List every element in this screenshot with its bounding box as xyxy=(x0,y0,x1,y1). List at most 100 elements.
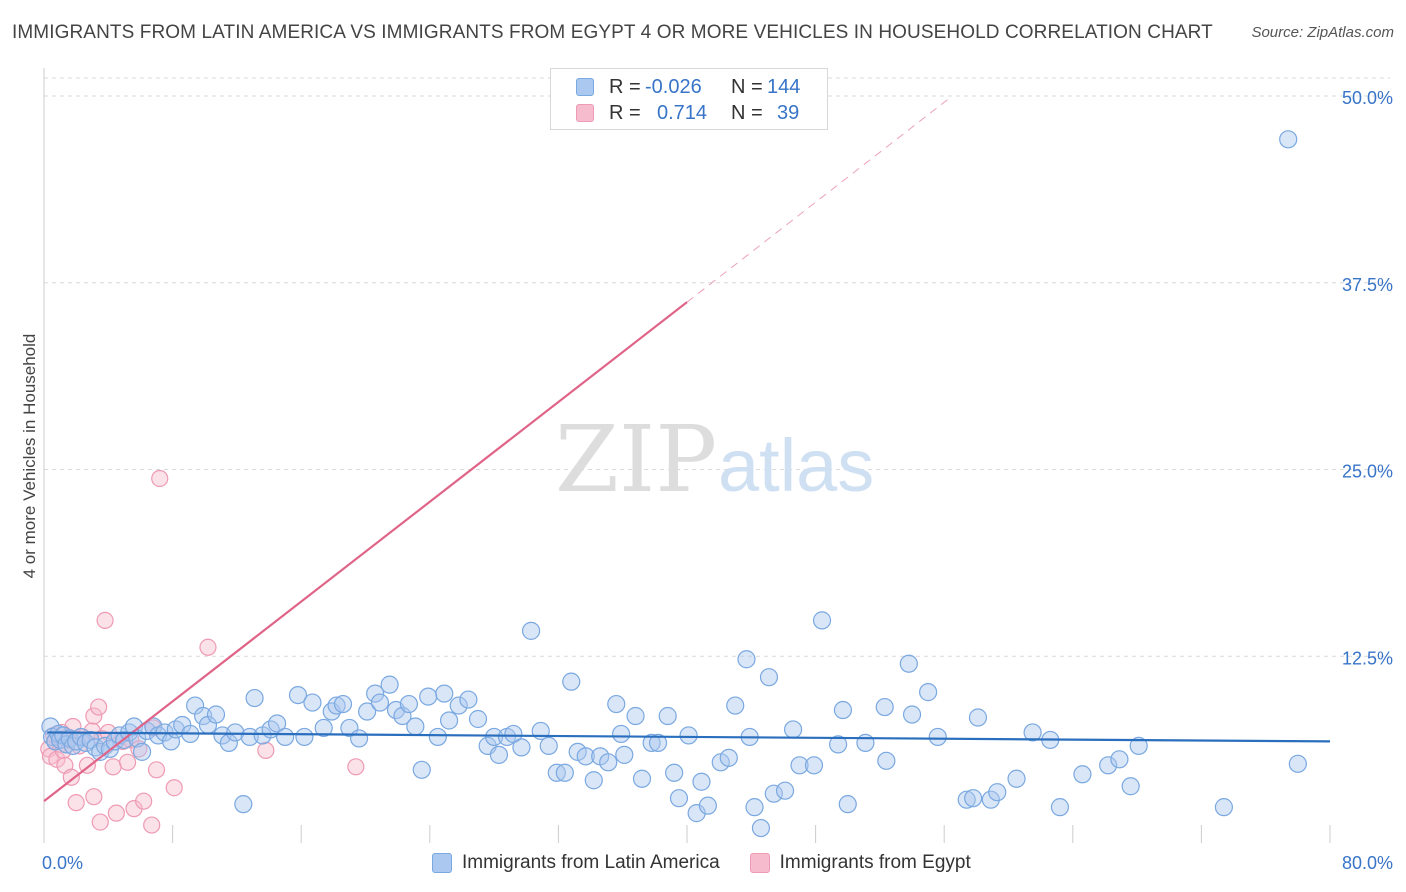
latin-america-point xyxy=(1110,750,1129,769)
y-tick-label: 50.0% xyxy=(1342,88,1393,108)
egypt-point xyxy=(143,816,161,834)
latin-america-point xyxy=(144,717,163,736)
latin-america-point xyxy=(327,696,346,715)
latin-america-point xyxy=(349,729,369,748)
watermark-atlas: atlas xyxy=(718,424,874,507)
latin-america-point xyxy=(1214,798,1234,817)
r-label: R = xyxy=(609,101,641,124)
latin-america-point xyxy=(1288,754,1307,773)
tick-labels: 12.5% 25.0% 37.5% 50.0% 0.0% 80.0% xyxy=(42,88,1393,873)
x-tick-label: 80.0% xyxy=(1342,853,1393,873)
legend-label: Immigrants from Latin America xyxy=(462,852,720,873)
pink-swatch-icon xyxy=(576,104,594,122)
latin-america-point xyxy=(419,687,438,706)
latin-america-point xyxy=(692,772,711,791)
latin-america-trend-line xyxy=(47,731,1331,743)
n-label: N = xyxy=(731,101,763,124)
y-tick-label: 12.5% xyxy=(1342,648,1393,668)
n-value: 39 xyxy=(777,101,800,124)
latin-america-point xyxy=(737,650,756,669)
latin-america-point xyxy=(206,705,226,724)
r-value: 0.714 xyxy=(657,101,708,124)
latin-america-point xyxy=(607,694,626,714)
r-label: R = xyxy=(609,75,641,98)
latin-america-point xyxy=(555,763,574,782)
blue-swatch-icon xyxy=(576,78,594,96)
legend-row-latin-america: R = -0.026 N = 144 xyxy=(551,74,827,100)
latin-america-point xyxy=(370,693,390,712)
latin-america-point xyxy=(1099,756,1118,775)
watermark-zip: ZIP xyxy=(555,406,717,513)
latin-america-point xyxy=(380,675,399,694)
latin-america-point xyxy=(642,733,661,753)
latin-america-point xyxy=(875,697,894,717)
egypt-point xyxy=(151,469,169,488)
legend-item-egypt[interactable]: Immigrants from Egypt xyxy=(749,852,971,874)
latin-america-point xyxy=(679,726,698,745)
latin-america-point xyxy=(968,708,988,727)
egypt-trend-line xyxy=(43,301,688,803)
latin-america-point xyxy=(764,784,783,803)
latin-america-point xyxy=(988,783,1007,802)
legend-row-egypt: R = 0.714 N = 39 xyxy=(551,100,827,126)
latin-america-point xyxy=(745,798,764,817)
latin-america-point xyxy=(790,756,809,775)
egypt-point xyxy=(85,707,103,725)
latin-america-point xyxy=(833,700,853,720)
egypt-point xyxy=(147,761,166,779)
latin-america-point xyxy=(615,745,634,764)
egypt-point xyxy=(107,804,125,822)
latin-america-point xyxy=(399,694,419,714)
egypt-point xyxy=(118,753,137,771)
latin-america-point xyxy=(783,720,803,739)
latin-america-point xyxy=(295,727,314,747)
r-value: -0.026 xyxy=(645,75,702,98)
latin-america-point xyxy=(829,735,848,754)
latin-america-point xyxy=(648,733,668,753)
latin-america-point xyxy=(812,611,832,630)
egypt-point xyxy=(62,768,80,786)
egypt-point xyxy=(347,758,365,776)
egypt-point xyxy=(90,698,108,716)
latin-america-point xyxy=(234,795,253,814)
latin-america-point xyxy=(1121,777,1140,796)
egypt-point xyxy=(67,794,85,812)
latin-america-point xyxy=(366,684,385,703)
latin-america-point xyxy=(1007,769,1026,788)
y-tick-label: 25.0% xyxy=(1342,462,1393,482)
latin-america-point xyxy=(226,723,245,742)
latin-america-point xyxy=(632,769,652,788)
latin-america-point xyxy=(1023,723,1042,742)
egypt-point xyxy=(96,611,114,629)
latin-america-point xyxy=(804,756,824,775)
legend-label: Immigrants from Egypt xyxy=(779,852,971,873)
latin-america-point xyxy=(314,718,333,738)
latin-america-point xyxy=(358,702,377,721)
latin-america-point xyxy=(599,753,618,772)
n-label: N = xyxy=(731,75,763,98)
latin-america-point xyxy=(899,654,918,673)
latin-america-point xyxy=(245,688,264,708)
latin-america-point xyxy=(928,727,947,747)
correlation-legend: R = -0.026 N = 144 R = 0.714 N = 39 xyxy=(550,68,828,130)
latin-america-point xyxy=(775,781,795,800)
latin-america-point xyxy=(76,733,95,753)
latin-america-point xyxy=(665,763,684,782)
egypt-point xyxy=(135,792,153,810)
latin-america-point xyxy=(964,789,983,808)
latin-america-point xyxy=(459,690,478,709)
latin-america-point xyxy=(698,796,717,815)
latin-america-point xyxy=(412,760,431,779)
chart-title: IMMIGRANTS FROM LATIN AMERICA VS IMMIGRA… xyxy=(12,22,1213,43)
grid-layer xyxy=(44,77,1390,657)
latin-america-point xyxy=(838,795,857,814)
latin-america-point xyxy=(468,709,488,729)
egypt-point xyxy=(165,779,183,797)
egypt-point xyxy=(199,638,217,656)
latin-america-point xyxy=(406,717,425,736)
series-legend: Immigrants from Latin America Immigrants… xyxy=(432,852,1001,874)
latin-america-point xyxy=(856,733,875,753)
latin-america-point xyxy=(576,747,595,766)
latin-america-point xyxy=(276,727,295,747)
legend-item-latin-america[interactable]: Immigrants from Latin America xyxy=(432,852,720,874)
